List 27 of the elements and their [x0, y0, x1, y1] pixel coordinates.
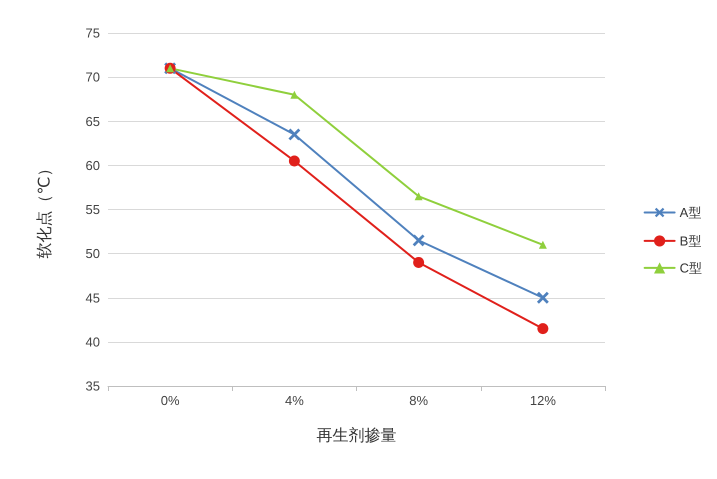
- y-tick-label: 75: [86, 26, 100, 40]
- x-tick-label: 0%: [160, 393, 180, 408]
- point: [414, 192, 423, 200]
- x-tick-label: 4%: [284, 393, 304, 408]
- y-tick-label: 60: [86, 158, 100, 173]
- point: [290, 90, 298, 99]
- point: [288, 128, 300, 140]
- x-axis-title: 再生剂掺量: [316, 426, 396, 444]
- legend-label: B型: [680, 233, 702, 248]
- point: [413, 256, 424, 268]
- y-tick-label: 50: [86, 246, 100, 262]
- y-tick-label: 35: [86, 378, 100, 394]
- point: [536, 292, 549, 304]
- y-axis-title: 软化点（℃）: [36, 160, 54, 258]
- y-tick-label: 55: [86, 202, 100, 217]
- point: [538, 240, 547, 249]
- y-tick-label: 45: [86, 290, 100, 306]
- point: [412, 234, 425, 246]
- point: [537, 323, 548, 334]
- legend-label: C型: [680, 260, 702, 276]
- y-tick-label: 65: [86, 114, 100, 129]
- y-tick-label: 70: [86, 70, 100, 85]
- y-tick-label: 40: [86, 334, 100, 350]
- x-tick-label: 8%: [409, 393, 428, 408]
- point: [288, 155, 300, 166]
- x-tick-label: 12%: [530, 393, 556, 408]
- legend-label: A型: [680, 205, 702, 220]
